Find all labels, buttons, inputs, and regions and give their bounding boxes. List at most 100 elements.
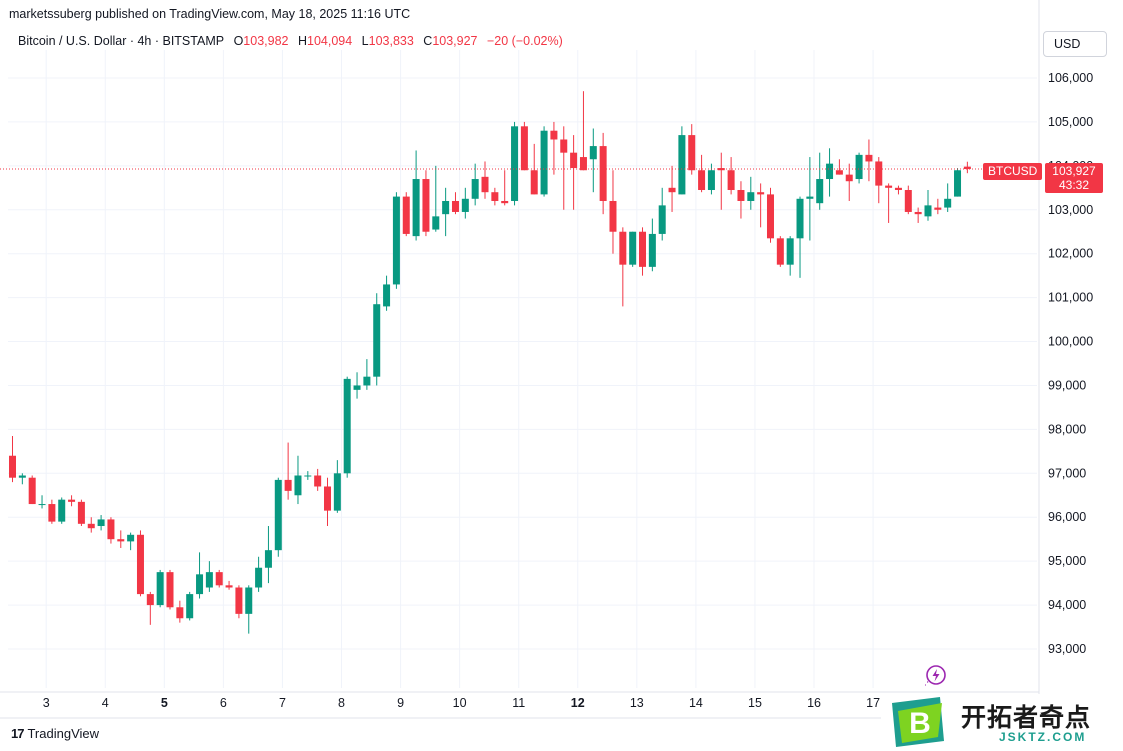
candle-body: [865, 154, 873, 162]
candle: [540, 126, 548, 197]
candle-body: [619, 231, 627, 265]
candle-body: [245, 587, 253, 614]
candle: [550, 121, 558, 175]
candle: [875, 157, 883, 204]
date-tick-label: 16: [807, 696, 821, 710]
candle: [954, 168, 962, 197]
candle: [28, 475, 36, 505]
candle-body: [68, 499, 76, 502]
candle-body: [678, 135, 686, 195]
candle: [166, 569, 174, 610]
tradingview-logo[interactable]: 17 TradingView: [11, 726, 99, 741]
candle-body: [766, 194, 774, 239]
candle-body: [924, 205, 932, 217]
lightning-icon[interactable]: [923, 664, 947, 688]
ohlc-legend: Bitcoin / U.S. Dollar · 4h · BITSTAMP O1…: [18, 34, 563, 48]
candle-body: [461, 198, 469, 212]
candle-body: [904, 190, 912, 212]
candle-body: [117, 539, 125, 542]
candle-body: [491, 192, 499, 201]
candle: [264, 526, 272, 584]
candle-body: [599, 146, 607, 201]
candle: [934, 198, 942, 215]
candle: [816, 152, 824, 210]
candle: [196, 552, 204, 599]
candle: [18, 473, 26, 485]
close-label: C: [423, 34, 433, 48]
tradingview-brand: TradingView: [27, 726, 100, 741]
date-tick-label: 8: [338, 696, 345, 710]
candle-body: [894, 187, 902, 191]
candle: [107, 517, 115, 544]
candle-body: [324, 486, 332, 511]
candle-body: [658, 205, 666, 234]
candle-body: [343, 378, 351, 474]
date-tick-label: 9: [397, 696, 404, 710]
candle: [796, 196, 804, 278]
time-axis[interactable]: 3 4 5 6 7 8 9 10 11 12 13 14 15 16 17: [43, 696, 880, 710]
bar-countdown: 43:32: [1058, 178, 1090, 192]
candle-body: [77, 501, 85, 524]
price-tick-label: 99,000: [1048, 378, 1086, 392]
candle-body: [560, 139, 568, 153]
date-tick-label: 12: [571, 696, 585, 710]
candle-body: [776, 238, 784, 265]
candle: [885, 183, 893, 223]
candle: [520, 121, 528, 171]
candle: [205, 561, 213, 592]
candle-body: [205, 572, 213, 588]
watermark: B 开拓者奇点 JSKTZ.COM: [881, 694, 1123, 751]
candle: [451, 192, 459, 215]
candle: [835, 159, 843, 175]
price-tick-label: 103,000: [1048, 203, 1093, 217]
price-tick-label: 98,000: [1048, 422, 1086, 436]
candle: [402, 192, 410, 237]
date-tick-label: 3: [43, 696, 50, 710]
candle: [432, 165, 440, 232]
candle: [826, 148, 834, 197]
candle-body: [570, 152, 578, 169]
candle-body: [796, 198, 804, 239]
candle: [579, 91, 587, 171]
candle-body: [530, 170, 538, 195]
candle-body: [609, 200, 617, 232]
price-axis[interactable]: 93,000 94,000 95,000 96,000 97,000 98,000 99,0…: [1048, 71, 1093, 656]
high-label: H: [297, 34, 307, 48]
candle: [845, 163, 853, 201]
watermark-title: 开拓者奇点: [961, 704, 1092, 732]
candle: [727, 157, 735, 195]
candle-body: [501, 200, 509, 204]
symbol-price-tag: BTCUSD: [983, 163, 1043, 180]
candle: [383, 275, 391, 311]
candle-body: [442, 200, 450, 215]
candle: [77, 499, 85, 527]
candle-body: [136, 534, 144, 595]
candle: [255, 556, 263, 592]
last-price-tag: 103,927 43:32: [1045, 163, 1103, 193]
date-tick-label: 11: [512, 696, 525, 710]
publisher-byline: marketssuberg published on TradingView.c…: [9, 7, 411, 21]
candle: [235, 585, 243, 619]
candle: [392, 192, 400, 289]
candle-body: [540, 130, 548, 195]
candle-body: [835, 170, 843, 175]
candle-body: [215, 572, 223, 586]
candle-body: [648, 233, 656, 267]
candle-body: [816, 179, 824, 204]
candle-body: [412, 179, 420, 237]
candle-body: [639, 231, 647, 267]
candle-body: [166, 572, 174, 608]
candle: [747, 176, 755, 210]
price-tick-label: 102,000: [1048, 247, 1093, 261]
candle: [117, 530, 125, 548]
candle: [373, 293, 381, 386]
candle-body: [707, 170, 715, 191]
watermark-domain: JSKTZ.COM: [999, 730, 1087, 744]
candle: [560, 126, 568, 210]
candle: [570, 135, 578, 210]
currency-button[interactable]: USD: [1043, 31, 1107, 57]
candle: [806, 157, 814, 241]
candle-body: [422, 179, 430, 232]
candle-body: [520, 126, 528, 171]
